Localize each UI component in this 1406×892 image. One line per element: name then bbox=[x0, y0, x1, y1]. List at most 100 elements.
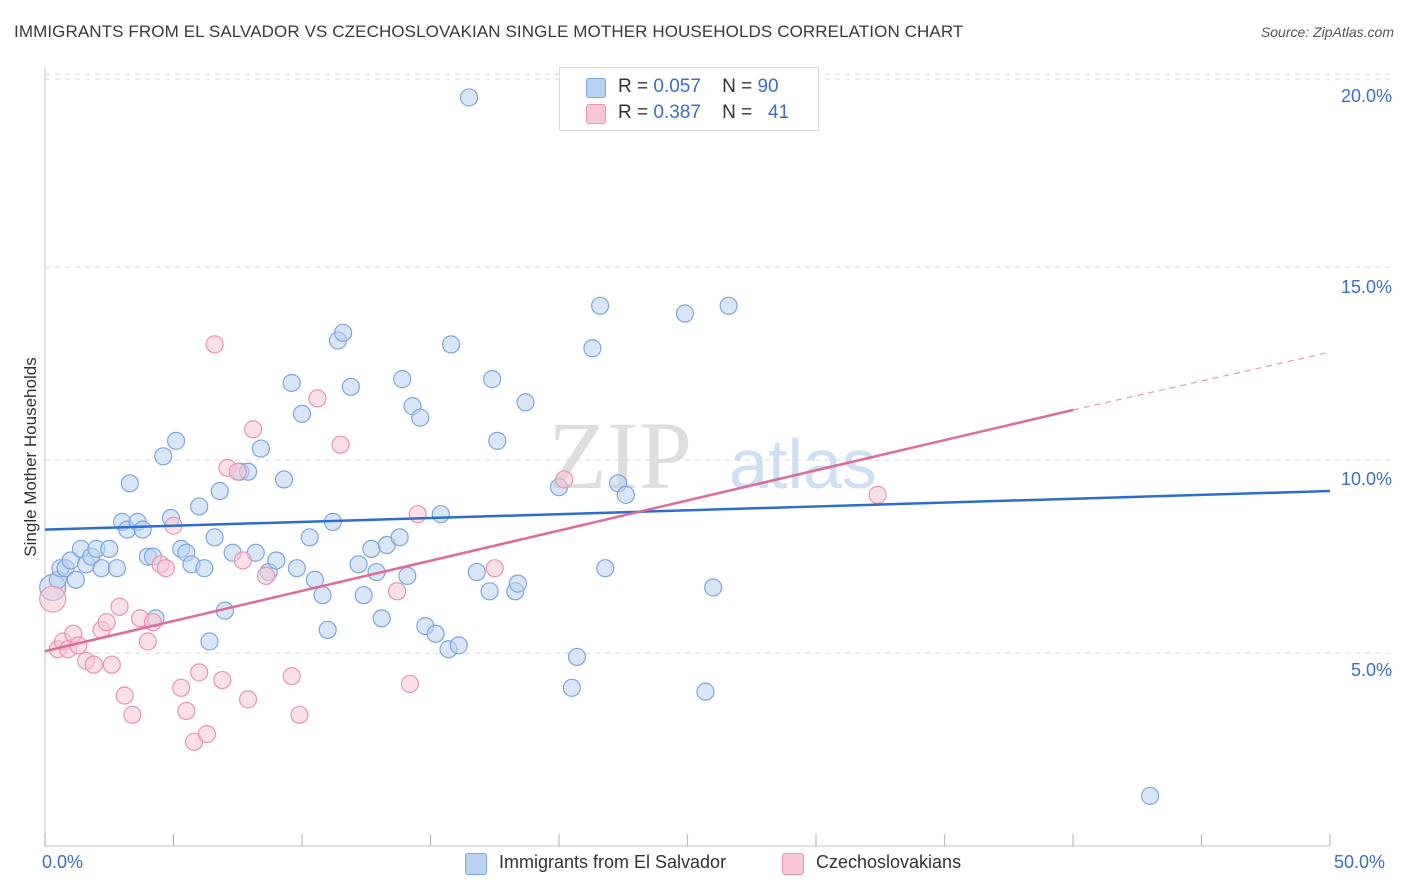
r-value-pink: 0.387 bbox=[653, 102, 701, 123]
data-point bbox=[372, 609, 391, 628]
data-point bbox=[390, 528, 409, 547]
data-point bbox=[508, 574, 527, 593]
data-point bbox=[480, 582, 499, 601]
data-point bbox=[408, 505, 427, 524]
data-point bbox=[177, 701, 196, 721]
data-point bbox=[120, 474, 139, 493]
data-point bbox=[133, 520, 152, 539]
y-tick-20: 20.0% bbox=[1340, 86, 1392, 106]
data-point bbox=[334, 323, 353, 342]
chart-title: IMMIGRANTS FROM EL SALVADOR VS CZECHOSLO… bbox=[14, 22, 964, 41]
data-point bbox=[354, 586, 373, 605]
stats-legend: R = 0.057 N = 90 R = 0.387 N = 41 bbox=[559, 67, 819, 131]
data-point bbox=[213, 670, 232, 690]
data-point bbox=[210, 481, 229, 501]
data-point bbox=[200, 632, 219, 651]
data-point bbox=[282, 373, 301, 393]
y-tick-10: 10.0% bbox=[1340, 469, 1392, 489]
data-point bbox=[244, 420, 263, 439]
data-point bbox=[483, 370, 502, 389]
data-point bbox=[318, 620, 337, 640]
data-point bbox=[274, 470, 294, 489]
data-point bbox=[190, 663, 209, 682]
legend-swatch-blue bbox=[465, 853, 487, 875]
data-point bbox=[426, 624, 445, 643]
data-point bbox=[84, 655, 103, 674]
data-point bbox=[583, 339, 602, 358]
data-point bbox=[287, 559, 306, 578]
data-point bbox=[308, 389, 327, 408]
series-czechoslovakians bbox=[39, 335, 887, 751]
data-point bbox=[205, 528, 224, 547]
data-point bbox=[100, 539, 119, 558]
legend-swatch-pink bbox=[586, 104, 606, 124]
data-point bbox=[39, 585, 67, 613]
r-label: R = bbox=[618, 102, 649, 123]
data-point bbox=[228, 462, 247, 481]
data-point bbox=[362, 539, 381, 558]
data-point bbox=[115, 686, 134, 705]
data-point bbox=[197, 725, 217, 744]
data-point bbox=[97, 613, 116, 632]
legend-swatch-blue bbox=[586, 78, 606, 98]
x-tick-min: 0.0% bbox=[42, 852, 84, 872]
data-point bbox=[488, 431, 507, 450]
y-tick-15: 15.0% bbox=[1340, 277, 1392, 297]
data-point bbox=[313, 586, 332, 605]
data-point bbox=[485, 559, 504, 578]
data-point bbox=[205, 335, 224, 354]
data-point bbox=[411, 408, 430, 427]
data-point bbox=[719, 296, 738, 315]
data-point bbox=[123, 705, 142, 724]
n-value-pink: 41 bbox=[768, 102, 790, 123]
data-point bbox=[467, 562, 486, 582]
source-label: Source: ZipAtlas.com bbox=[1260, 24, 1394, 40]
data-point bbox=[398, 566, 417, 586]
data-point bbox=[675, 304, 695, 323]
data-point bbox=[567, 647, 587, 667]
data-point bbox=[349, 555, 368, 574]
data-point bbox=[92, 559, 111, 578]
trend-line-blue bbox=[44, 489, 1331, 531]
data-point bbox=[431, 505, 450, 524]
data-point bbox=[290, 705, 309, 724]
data-point bbox=[172, 678, 191, 697]
y-axis-label: Single Mother Households bbox=[21, 357, 40, 557]
data-point bbox=[387, 582, 407, 601]
data-point bbox=[591, 296, 610, 315]
data-point bbox=[138, 632, 157, 651]
trend-line-pink bbox=[44, 408, 1074, 653]
n-label: N = bbox=[722, 102, 753, 123]
data-point bbox=[190, 497, 209, 516]
data-point bbox=[300, 528, 319, 547]
data-point bbox=[156, 559, 175, 578]
data-point bbox=[868, 485, 887, 504]
data-point bbox=[66, 570, 85, 589]
data-point bbox=[166, 431, 186, 450]
legend-swatch-pink bbox=[782, 853, 804, 875]
legend-label-pink: Czechoslovakians bbox=[816, 852, 962, 872]
data-point bbox=[562, 678, 581, 697]
data-point bbox=[267, 551, 286, 570]
data-point bbox=[696, 682, 715, 701]
data-point bbox=[292, 404, 312, 423]
data-point bbox=[238, 690, 258, 709]
data-point bbox=[341, 377, 360, 396]
data-point bbox=[441, 335, 461, 354]
x-tick-max: 50.0% bbox=[1334, 852, 1386, 872]
data-point bbox=[393, 370, 412, 389]
axes bbox=[44, 68, 1331, 847]
data-point bbox=[195, 559, 214, 578]
r-label: R = bbox=[618, 76, 649, 97]
data-point bbox=[282, 667, 301, 686]
trend-line-pink-extension bbox=[1072, 351, 1331, 411]
trend-lines bbox=[44, 351, 1331, 653]
data-point bbox=[449, 636, 468, 655]
data-point bbox=[251, 439, 270, 458]
data-point bbox=[102, 655, 121, 674]
data-point bbox=[1140, 786, 1160, 805]
data-point bbox=[154, 447, 173, 466]
data-point bbox=[233, 551, 252, 570]
data-point bbox=[555, 470, 574, 489]
